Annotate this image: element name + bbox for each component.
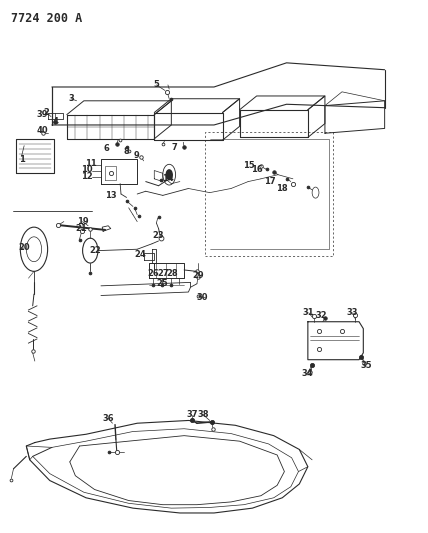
Text: 37: 37	[186, 410, 198, 419]
Text: 24: 24	[135, 251, 146, 259]
Text: 9: 9	[134, 151, 139, 160]
Text: 35: 35	[361, 361, 372, 370]
Text: 21: 21	[75, 224, 87, 233]
Text: 29: 29	[192, 271, 204, 280]
Text: 28: 28	[166, 269, 178, 278]
Text: 10: 10	[81, 165, 93, 174]
Text: 17: 17	[264, 177, 275, 186]
Text: 34: 34	[301, 369, 313, 378]
Text: 19: 19	[77, 217, 89, 226]
Text: 11: 11	[85, 159, 97, 168]
Circle shape	[166, 170, 172, 180]
Text: 40: 40	[37, 126, 48, 135]
Text: 23: 23	[153, 231, 164, 240]
Text: 6: 6	[104, 144, 110, 153]
Text: 22: 22	[89, 246, 101, 255]
Text: 16: 16	[251, 165, 262, 174]
Text: 30: 30	[196, 293, 208, 302]
Text: 7: 7	[172, 142, 178, 151]
Text: 15: 15	[243, 160, 255, 169]
Text: 36: 36	[102, 414, 114, 423]
Text: 3: 3	[68, 94, 74, 103]
Text: 8: 8	[124, 148, 129, 156]
Text: 2: 2	[44, 108, 50, 117]
Text: 4: 4	[52, 117, 58, 126]
Text: 14: 14	[162, 174, 174, 183]
Text: 39: 39	[37, 110, 48, 119]
Text: 38: 38	[198, 410, 209, 419]
Text: 25: 25	[156, 279, 168, 288]
Text: 13: 13	[105, 191, 116, 200]
Text: 7724 200 A: 7724 200 A	[12, 12, 83, 26]
Text: 27: 27	[157, 269, 169, 278]
Text: 26: 26	[148, 269, 159, 278]
Text: 33: 33	[347, 308, 358, 317]
Text: 32: 32	[316, 311, 327, 320]
Text: 5: 5	[154, 80, 159, 90]
Text: 31: 31	[303, 308, 315, 317]
Text: 20: 20	[18, 244, 30, 252]
Text: 12: 12	[81, 172, 93, 181]
Text: 18: 18	[276, 184, 288, 193]
Text: 1: 1	[19, 155, 24, 164]
